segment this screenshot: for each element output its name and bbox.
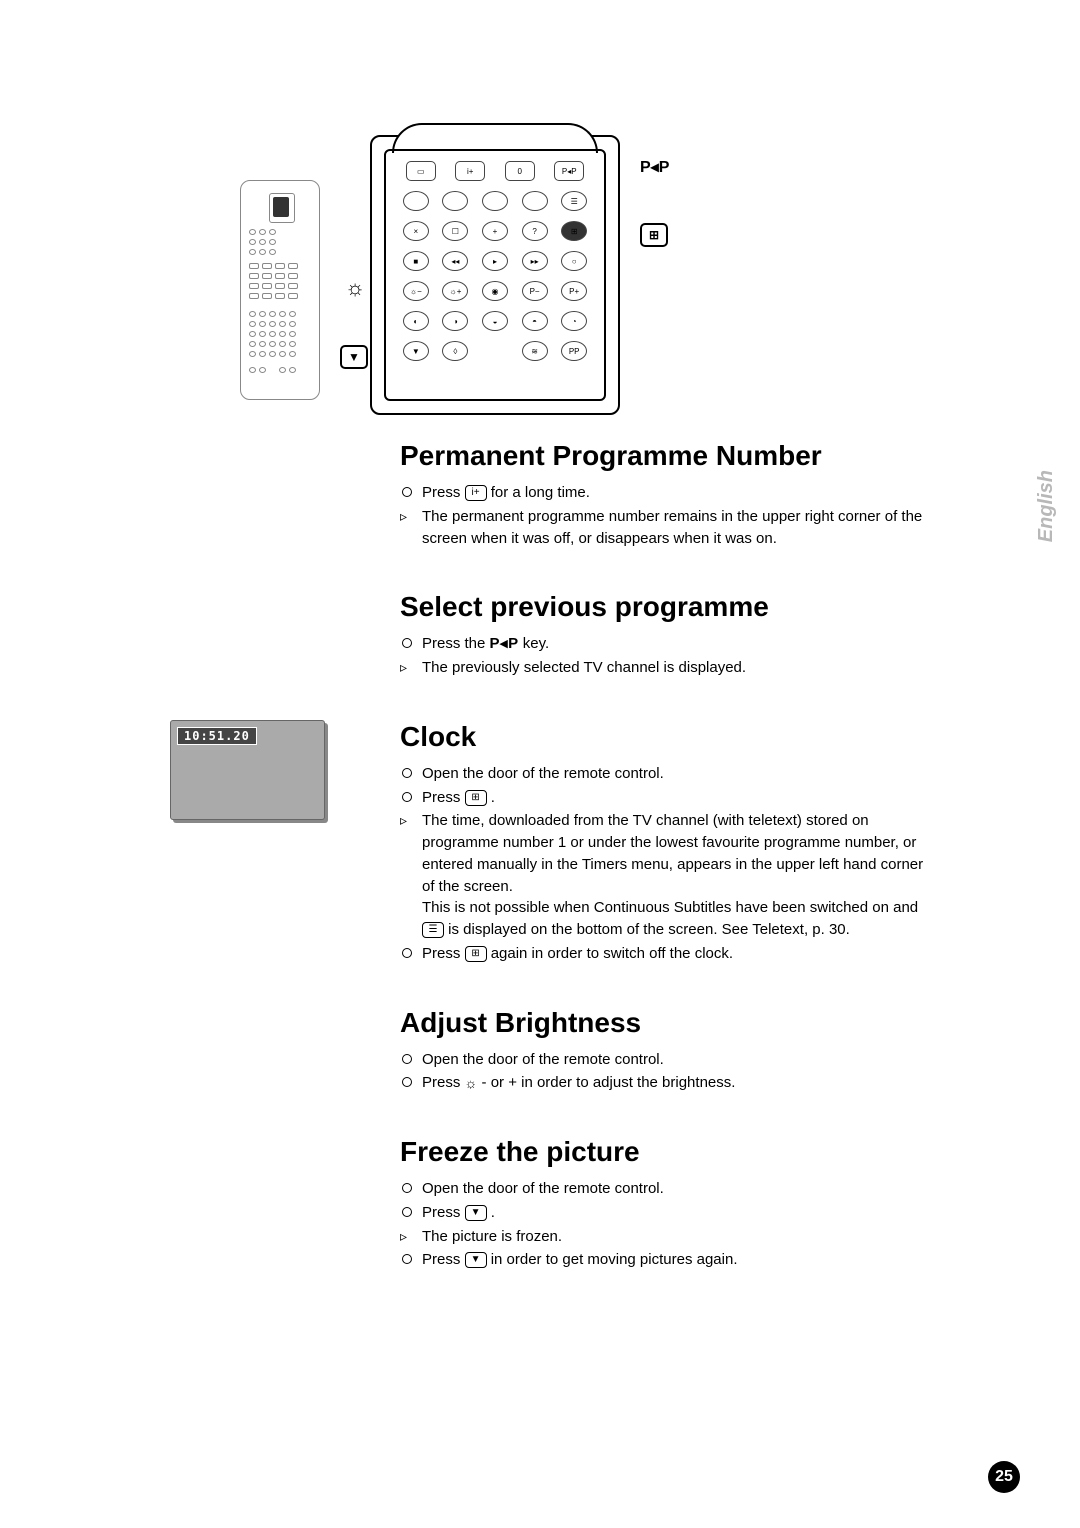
- heading-brightness: Adjust Brightness: [400, 1007, 930, 1039]
- info-plus-icon: i+: [465, 485, 487, 501]
- section-previous: Select previous programme Press the P◂P …: [400, 591, 930, 679]
- list-item: The picture is frozen.: [400, 1226, 930, 1248]
- list-item: The permanent programme number remains i…: [400, 506, 930, 550]
- heading-previous: Select previous programme: [400, 591, 930, 623]
- list-item: Press ⊞ .: [400, 787, 930, 809]
- list-item: Open the door of the remote control.: [400, 763, 930, 785]
- heading-freeze: Freeze the picture: [400, 1136, 930, 1168]
- list-item: Press ▼ in order to get moving pictures …: [400, 1249, 930, 1271]
- callout-pp: P◂P: [640, 157, 669, 177]
- brightness-symbol-icon: ☼: [465, 1076, 478, 1090]
- teletext-icon: ☰: [422, 922, 444, 938]
- clock-button-icon: ⊞: [465, 946, 487, 962]
- brightness-icon: ☼: [345, 275, 365, 300]
- section-permanent: Permanent Programme Number Press i+ for …: [400, 440, 930, 549]
- freeze-button-icon: ▼: [465, 1205, 487, 1221]
- clock-screen-graphic: 10:51.20: [170, 720, 325, 820]
- list-item: Press the P◂P key.: [400, 633, 930, 655]
- content-column: Permanent Programme Number Press i+ for …: [400, 440, 930, 1313]
- list-item: Press ⊞ again in order to switch off the…: [400, 943, 930, 965]
- clock-time: 10:51.20: [177, 727, 257, 745]
- manual-page: ▭ i+ 0 P◂P ☰ ×☐+?⊞ ■◂◂▸▸▸○ ☼−☼+◉P−P+: [0, 0, 1080, 1528]
- pp-key-label: P◂P: [490, 635, 519, 652]
- list-item: Open the door of the remote control.: [400, 1049, 930, 1071]
- list-item: Press ▼ .: [400, 1202, 930, 1224]
- clock-button-icon: ⊞: [465, 790, 487, 806]
- freeze-icon: ▼: [340, 345, 368, 369]
- callout-freeze: ▼: [340, 345, 368, 369]
- remote-large-panel: ▭ i+ 0 P◂P ☰ ×☐+?⊞ ■◂◂▸▸▸○ ☼−☼+◉P−P+: [370, 135, 620, 415]
- list-item: The time, downloaded from the TV channel…: [400, 810, 930, 941]
- list-item: The previously selected TV channel is di…: [400, 657, 930, 679]
- callout-brightness: ☼: [345, 275, 365, 301]
- list-item: Open the door of the remote control.: [400, 1178, 930, 1200]
- language-tab: English: [1035, 470, 1058, 542]
- pp-label: P◂P: [640, 159, 669, 176]
- heading-permanent: Permanent Programme Number: [400, 440, 930, 472]
- clock-icon: ⊞: [640, 223, 668, 247]
- list-item: Press ☼ - or + in order to adjust the br…: [400, 1072, 930, 1094]
- remote-diagram: ▭ i+ 0 P◂P ☰ ×☐+?⊞ ■◂◂▸▸▸○ ☼−☼+◉P−P+: [240, 135, 650, 415]
- freeze-button-icon: ▼: [465, 1252, 487, 1268]
- list-item: Press i+ for a long time.: [400, 482, 930, 504]
- page-number-badge: 25: [988, 1461, 1020, 1493]
- section-clock: Clock Open the door of the remote contro…: [400, 721, 930, 965]
- section-brightness: Adjust Brightness Open the door of the r…: [400, 1007, 930, 1095]
- section-freeze: Freeze the picture Open the door of the …: [400, 1136, 930, 1271]
- heading-clock: Clock: [400, 721, 930, 753]
- callout-clock: ⊞: [640, 223, 668, 247]
- remote-small-outline: [240, 180, 320, 400]
